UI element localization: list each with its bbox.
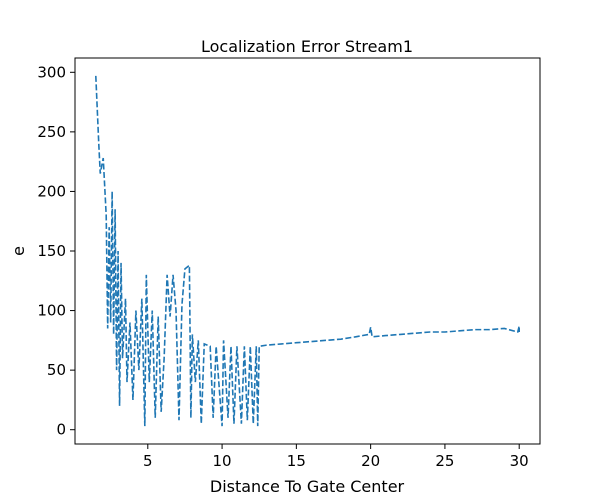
y-tick-label: 50 bbox=[47, 361, 66, 379]
y-tick-label: 100 bbox=[37, 302, 66, 320]
x-axis-label: Distance To Gate Center bbox=[210, 477, 405, 496]
y-tick-label: 250 bbox=[37, 123, 66, 141]
chart-title: Localization Error Stream1 bbox=[201, 37, 413, 56]
y-tick-label: 200 bbox=[37, 182, 66, 200]
plot-frame bbox=[74, 57, 541, 445]
y-tick-label: 0 bbox=[56, 421, 66, 439]
x-tick-label: 15 bbox=[287, 452, 306, 470]
x-tick-label: 25 bbox=[435, 452, 454, 470]
x-tick-label: 30 bbox=[510, 452, 529, 470]
y-axis-label: e bbox=[9, 246, 28, 256]
y-tick-label: 300 bbox=[37, 63, 66, 81]
x-tick-label: 20 bbox=[361, 452, 380, 470]
data-line bbox=[95, 75, 520, 427]
x-tick-label: 5 bbox=[143, 452, 153, 470]
y-tick-label: 150 bbox=[37, 242, 66, 260]
x-tick-label: 10 bbox=[213, 452, 232, 470]
